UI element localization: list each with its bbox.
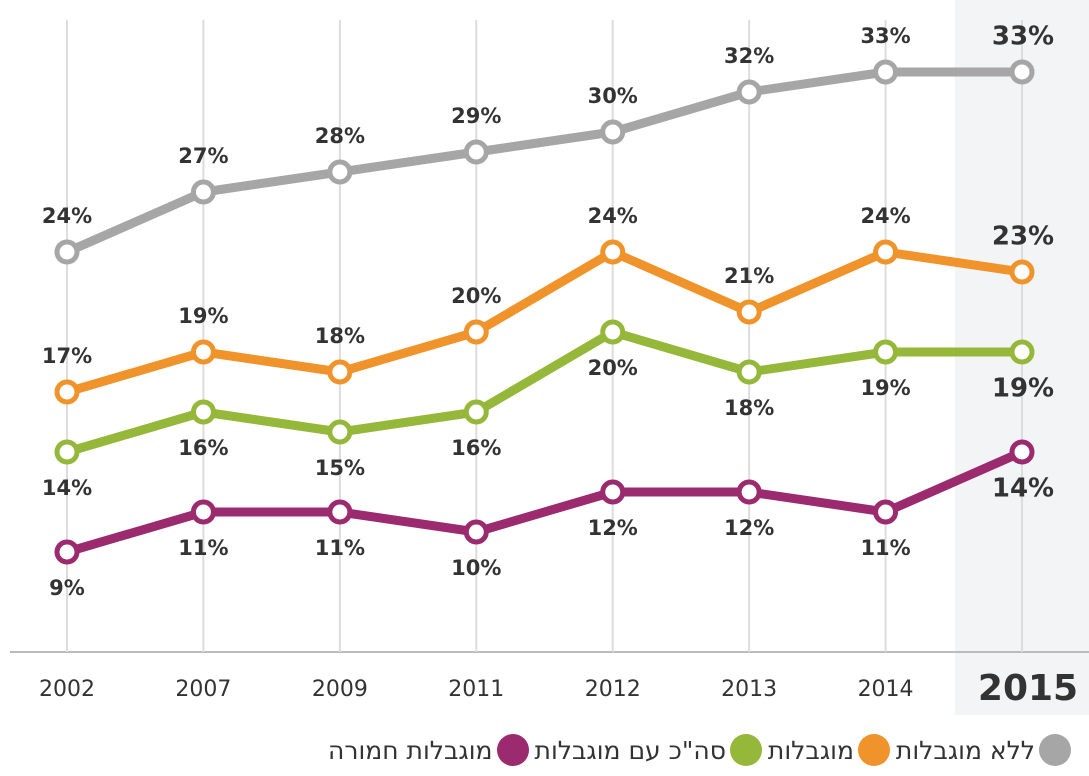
data-label: 27% xyxy=(178,144,228,168)
point xyxy=(600,479,626,505)
series-line xyxy=(65,67,1022,257)
data-label: 24% xyxy=(860,204,910,228)
legend-label: ללא מוגבלות xyxy=(895,735,1035,765)
point xyxy=(327,159,353,185)
point xyxy=(54,239,80,265)
point xyxy=(54,439,80,465)
legend-swatch xyxy=(729,734,762,766)
point xyxy=(600,119,626,145)
legend-item: מוגבלות xyxy=(768,734,890,766)
point xyxy=(1009,59,1035,85)
point xyxy=(873,339,899,365)
point xyxy=(463,519,489,545)
point xyxy=(190,399,216,425)
points xyxy=(54,59,1035,565)
data-label: 29% xyxy=(451,104,501,128)
point xyxy=(463,139,489,165)
data-label: 18% xyxy=(315,324,365,348)
data-label: 16% xyxy=(178,436,228,460)
data-label: 33% xyxy=(860,24,910,48)
data-label: 24% xyxy=(42,204,92,228)
point xyxy=(54,539,80,565)
data-label: 17% xyxy=(42,344,92,368)
lines xyxy=(65,67,1024,557)
point xyxy=(1009,339,1035,365)
data-label: 20% xyxy=(451,284,501,308)
point xyxy=(463,399,489,425)
data-label: 11% xyxy=(315,536,365,560)
data-label: 24% xyxy=(588,204,638,228)
legend-swatch xyxy=(496,734,529,766)
data-label: 20% xyxy=(588,356,638,380)
x-tick-label: 2014 xyxy=(858,677,914,702)
x-tick-label: 2002 xyxy=(39,677,95,702)
point xyxy=(736,79,762,105)
point xyxy=(736,299,762,325)
data-label: 11% xyxy=(860,536,910,560)
point xyxy=(736,479,762,505)
data-label: 30% xyxy=(588,84,638,108)
data-label: 28% xyxy=(315,124,365,148)
series-line xyxy=(65,447,1024,557)
point xyxy=(736,359,762,385)
series-line xyxy=(65,247,1023,397)
point xyxy=(1009,439,1035,465)
x-tick-label: 2013 xyxy=(721,677,777,702)
data-label: 10% xyxy=(451,556,501,580)
data-label: 33% xyxy=(992,22,1054,52)
data-label: 19% xyxy=(178,304,228,328)
x-tick-label: 2007 xyxy=(175,677,231,702)
point xyxy=(873,499,899,525)
point xyxy=(54,379,80,405)
x-tick-label: 2011 xyxy=(448,677,504,702)
data-label: 16% xyxy=(451,436,501,460)
legend-item: מוגבלות חמורה xyxy=(328,734,529,766)
data-label: 9% xyxy=(49,576,85,600)
series-line xyxy=(65,327,1022,457)
data-label: 21% xyxy=(724,264,774,288)
legend-item: ללא מוגבלות xyxy=(896,734,1071,766)
legend: ללא מוגבלות מוגבלות סה"כ עם מוגבלות מוגבלות… xyxy=(0,728,1089,772)
point xyxy=(327,499,353,525)
point xyxy=(873,239,899,265)
data-label: 12% xyxy=(724,516,774,540)
data-label: 18% xyxy=(724,396,774,420)
point xyxy=(600,239,626,265)
legend-swatch xyxy=(1039,734,1071,766)
legend-label: מוגבלות xyxy=(767,735,854,765)
legend-item: סה"כ עם מוגבלות xyxy=(535,734,762,766)
point xyxy=(327,359,353,385)
data-label: 19% xyxy=(860,376,910,400)
point xyxy=(1009,259,1035,285)
point xyxy=(463,319,489,345)
data-label: 23% xyxy=(992,222,1054,252)
data-label: 19% xyxy=(992,374,1054,404)
point xyxy=(190,499,216,525)
x-tick-label: 2015 xyxy=(978,668,1078,709)
data-label: 15% xyxy=(315,456,365,480)
data-label: 11% xyxy=(178,536,228,560)
data-label: 14% xyxy=(992,474,1054,504)
point xyxy=(327,419,353,445)
point xyxy=(873,59,899,85)
point xyxy=(190,339,216,365)
chart: 2002 2007 2009 2011 2012 2013 2014 2015 24% 27% 28… xyxy=(10,0,1089,715)
data-label: 14% xyxy=(42,476,92,500)
legend-swatch xyxy=(857,734,890,766)
x-tick-label: 2012 xyxy=(585,677,641,702)
data-label: 32% xyxy=(724,44,774,68)
labels: 24% 27% 28% 29% 30% 32% 33% 33% 17% 19% 18% 20% 24% 2… xyxy=(42,22,1054,601)
point xyxy=(190,179,216,205)
legend-label: סה"כ עם מוגבלות xyxy=(534,735,726,765)
legend-label: מוגבלות חמורה xyxy=(328,735,493,765)
point xyxy=(600,319,626,345)
x-tick-label: 2009 xyxy=(312,677,368,702)
data-label: 12% xyxy=(588,516,638,540)
